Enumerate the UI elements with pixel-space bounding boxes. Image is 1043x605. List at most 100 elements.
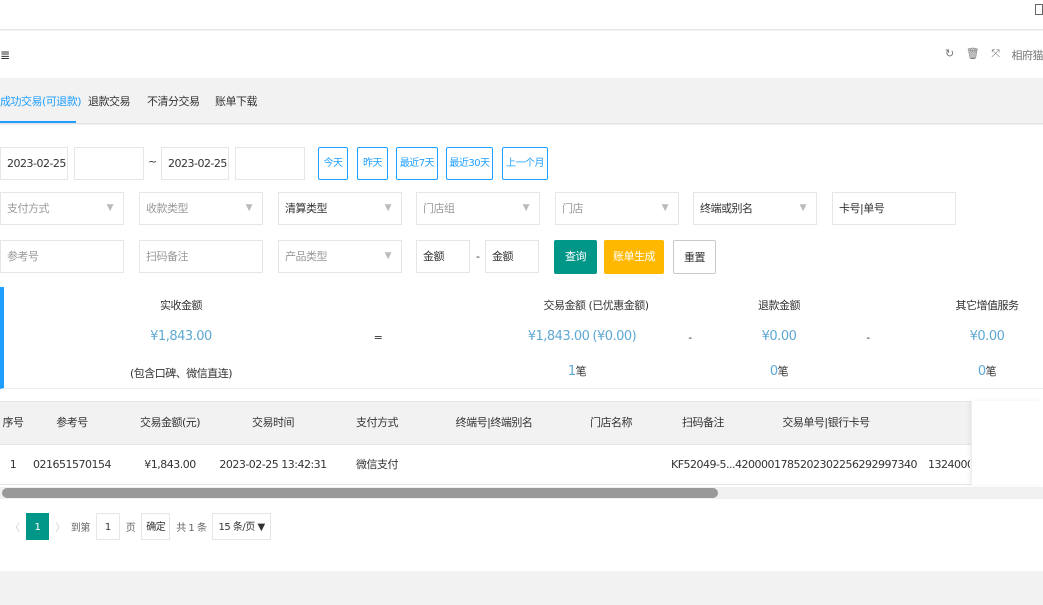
- pay-method-select[interactable]: 支付方式 ▼: [0, 192, 124, 225]
- per-page-select[interactable]: 15 条/页 ▼: [212, 512, 271, 540]
- tab-unsettled[interactable]: 不清分交易: [147, 95, 200, 108]
- count-unit: 笔: [985, 365, 997, 378]
- fixed-actions-column: [971, 401, 1043, 485]
- dropdown-arrow-icon: ▼: [257, 521, 265, 533]
- goto-label: 到第: [70, 522, 91, 534]
- trade-amount-group: ¥1,843.00 (¥0.00): [528, 329, 637, 344]
- count-unit: 笔: [777, 365, 789, 378]
- main-content: 2023-02-25 ~ 2023-02-25 今天 昨天 最近7天 最近30天…: [0, 125, 1043, 571]
- dropdown-arrow-icon: ▼: [106, 203, 114, 213]
- trash-icon[interactable]: 🗑: [965, 47, 980, 60]
- page-unit: 页: [125, 522, 136, 534]
- dropdown-arrow-icon: ▼: [245, 203, 253, 213]
- collect-type-label: 收款类型: [146, 202, 189, 215]
- dropdown-arrow-icon: ▼: [661, 203, 669, 213]
- cell-reference: 021651570154: [33, 458, 111, 471]
- received-note: (包含口碑、微信直连): [129, 367, 233, 380]
- store-group-select[interactable]: 门店组 ▼: [416, 192, 540, 225]
- settle-type-select[interactable]: 清算类型 ▼: [278, 192, 402, 225]
- cell-card-no: 13240002: [928, 458, 970, 471]
- dropdown-arrow-icon: ▼: [522, 203, 530, 213]
- received-label: 实收金额: [160, 299, 203, 312]
- scan-remark-input[interactable]: 扫码备注: [139, 240, 263, 273]
- other-count: 0: [977, 364, 986, 379]
- refund-amount: ¥0.00: [761, 329, 797, 344]
- pay-method-label: 支付方式: [7, 202, 50, 215]
- table-row[interactable]: 1 021651570154 ¥1,843.00 2023-02-25 13:4…: [0, 401, 1043, 485]
- card-number-input[interactable]: 卡号|单号: [832, 192, 956, 225]
- dropdown-arrow-icon: ▼: [384, 203, 392, 213]
- page-1-button[interactable]: 1: [25, 512, 50, 540]
- trade-amount: ¥1,843.00: [527, 329, 590, 344]
- collect-type-select[interactable]: 收款类型 ▼: [139, 192, 263, 225]
- query-button[interactable]: 查询: [554, 240, 597, 274]
- reference-input[interactable]: 参考号: [0, 240, 124, 273]
- amount-dash: -: [476, 250, 480, 263]
- reset-button[interactable]: 重置: [673, 240, 716, 274]
- dropdown-arrow-icon: ▼: [384, 251, 392, 261]
- terminal-select[interactable]: 终端或别名 ▼: [693, 192, 817, 225]
- store-label: 门店: [562, 202, 584, 215]
- bill-generate-button[interactable]: 账单生成: [604, 240, 664, 274]
- cell-remark: KF52049-5...: [671, 458, 736, 471]
- cell-order-no: 4200001785202302256292997340: [735, 458, 917, 471]
- cell-index: 1: [9, 458, 17, 471]
- tab-indicator: [0, 121, 76, 123]
- refund-label: 退款金额: [758, 299, 801, 312]
- last-7-days-button[interactable]: 最近7天: [396, 147, 438, 180]
- tab-bar: 成功交易(可退款) 退款交易 不清分交易 账单下载: [0, 78, 1043, 124]
- user-name[interactable]: 相府猫: [1011, 49, 1043, 62]
- amount-min-input[interactable]: 金额: [416, 240, 470, 273]
- terminal-label: 终端或别名: [700, 202, 753, 215]
- top-bar: [0, 0, 1043, 30]
- start-date-input[interactable]: 2023-02-25: [0, 147, 68, 180]
- product-type-select[interactable]: 产品类型 ▼: [278, 240, 402, 273]
- yesterday-button[interactable]: 昨天: [357, 147, 388, 180]
- next-page-icon[interactable]: 〉: [55, 522, 65, 534]
- start-time-input[interactable]: [74, 147, 144, 180]
- table-header: 序号 参考号 交易金额(元) 交易时间 支付方式 终端号|终端别名 门店名称 扫…: [0, 401, 1043, 445]
- refund-count: 0: [769, 364, 778, 379]
- trade-label: 交易金额 (已优惠金额): [543, 299, 649, 312]
- total-count: 共 1 条: [176, 522, 207, 534]
- col-reference: 参考号: [56, 416, 88, 429]
- tab-bill-download[interactable]: 账单下载: [215, 95, 258, 108]
- cell-pay-method: 微信支付: [356, 458, 399, 471]
- per-page-label: 15 条/页: [218, 521, 255, 533]
- tab-refund[interactable]: 退款交易: [88, 95, 131, 108]
- window-icon[interactable]: [1035, 4, 1043, 15]
- minus-sign: -: [866, 331, 870, 344]
- tab-success[interactable]: 成功交易(可退款): [0, 95, 82, 108]
- col-pay-method: 支付方式: [356, 416, 399, 429]
- pagination: 〈 1 〉 到第 1 页 确定 共 1 条 15 条/页 ▼: [0, 511, 271, 541]
- col-order-no: 交易单号|银行卡号: [782, 416, 870, 429]
- last-30-days-button[interactable]: 最近30天: [446, 147, 493, 180]
- horizontal-scrollbar[interactable]: [0, 487, 1043, 499]
- store-select[interactable]: 门店 ▼: [555, 192, 679, 225]
- refund-count-group: 0笔: [769, 363, 789, 379]
- refresh-icon[interactable]: ↻: [945, 47, 954, 60]
- other-label: 其它增值服务: [955, 299, 1020, 312]
- amount-max-input[interactable]: 金额: [485, 240, 539, 273]
- scrollbar-thumb[interactable]: [2, 488, 718, 498]
- goto-page-input[interactable]: 1: [95, 512, 120, 540]
- end-date-input[interactable]: 2023-02-25: [161, 147, 229, 180]
- col-store: 门店名称: [590, 416, 633, 429]
- trade-count-group: 1笔: [568, 363, 587, 379]
- col-remark: 扫码备注: [682, 416, 725, 429]
- equals-sign: =: [373, 331, 383, 344]
- last-month-button[interactable]: 上一个月: [502, 147, 548, 180]
- dropdown-arrow-icon: ▼: [799, 203, 807, 213]
- confirm-goto-button[interactable]: 确定: [141, 512, 171, 540]
- product-type-label: 产品类型: [285, 250, 328, 263]
- end-time-input[interactable]: [235, 147, 305, 180]
- prev-page-icon[interactable]: 〈: [10, 522, 20, 534]
- fullscreen-icon[interactable]: ⤧: [991, 47, 1000, 60]
- col-amount: 交易金额(元): [139, 416, 201, 429]
- menu-icon[interactable]: ≣: [0, 48, 10, 62]
- col-index: 序号: [2, 416, 25, 429]
- received-amount: ¥1,843.00: [150, 329, 212, 344]
- cell-amount: ¥1,843.00: [144, 458, 196, 471]
- other-amount: ¥0.00: [969, 329, 1005, 344]
- today-button[interactable]: 今天: [318, 147, 348, 180]
